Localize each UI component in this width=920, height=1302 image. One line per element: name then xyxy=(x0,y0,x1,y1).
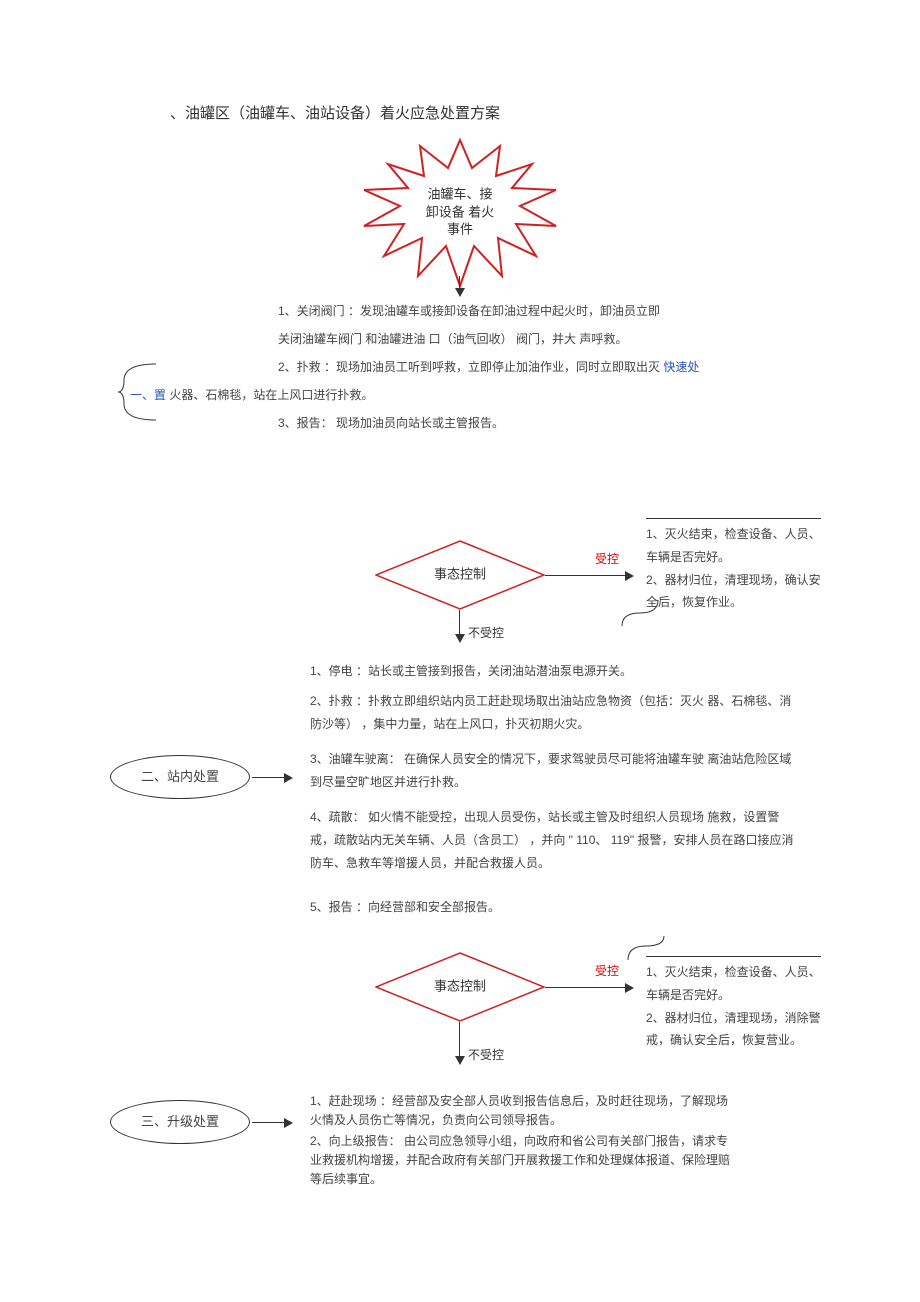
d2-no-label: 不受控 xyxy=(468,1044,504,1067)
s2-p3: 3、油罐车驶离： 在确保人员安全的情况下，要求驾驶员尽可能将油罐车驶 离油站危险… xyxy=(310,748,800,794)
d2-yes-label: 受控 xyxy=(595,960,619,983)
star-l3: 事件 xyxy=(447,222,473,237)
s1-p2c: 一、置 火器、石棉毯，站在上风口进行扑救。 xyxy=(130,384,690,407)
s2-p2: 2、扑救 ：扑救立即组织站内员工赶赴现场取出油站应急物资（包括：灭火 器、石棉毯… xyxy=(310,690,800,736)
stage3-arrow-head xyxy=(284,1118,293,1128)
starburst-text: 油罐车、接 卸设备 着火 事件 xyxy=(415,186,505,239)
decision-1-label: 事态控制 xyxy=(434,563,486,588)
stage3-label-text: 三、升级处置 xyxy=(141,1110,219,1135)
s1-p2c-body: 火器、石棉毯，站在上风口进行扑救。 xyxy=(169,388,373,402)
d1-no-label: 不受控 xyxy=(468,622,504,645)
d2-yes-line xyxy=(545,987,625,988)
d1-no-head xyxy=(455,634,465,643)
stage3-arrow xyxy=(252,1122,284,1123)
page-title: 、油罐区（油罐车、油站设备）着火应急处置方案 xyxy=(170,100,500,129)
s3-p1: 1、赶赴现场 ：经营部及安全部人员收到报告信息后，及时赶往现场，了解现场火情及人… xyxy=(310,1092,730,1130)
stage3-label: 三、升级处置 xyxy=(110,1100,250,1144)
stage2-arrow xyxy=(252,777,284,778)
stage2-label-text: 二、站内处置 xyxy=(141,765,219,790)
d1-yes-head xyxy=(625,571,634,581)
d1-yes-label: 受控 xyxy=(595,548,619,571)
d1-yes-line xyxy=(545,575,625,576)
decision-2-label: 事态控制 xyxy=(434,975,486,1000)
s2-p1: 1、停电 ：站长或主管接到报告，关闭油站潜油泵电源开关。 xyxy=(310,660,800,683)
star-l2: 卸设备 着火 xyxy=(426,204,495,219)
result2-r1: 1、灭火结束，检查设备、人员、车辆是否完好。 xyxy=(646,961,821,1007)
s1-p2a: 2、扑救 ：现场加油员工听到呼救，立即停止加油作业，同时立即取出灭 快速处 xyxy=(278,356,778,379)
starburst-event: 油罐车、接 卸设备 着火 事件 xyxy=(360,138,560,288)
s1-p1a: 1、关闭阀门 ：发现油罐车或接卸设备在卸油过程中起火时，卸油员立即 xyxy=(278,300,708,323)
s1-p1b: 关闭油罐车阀门 和油罐进油 口（油气回收） 阀门，并大 声呼救。 xyxy=(278,328,708,351)
brace-stage1 xyxy=(118,362,158,422)
result-1: 1、灭火结束，检查设备、人员、车辆是否完好。 2、器材归位，清理现场，确认安全后… xyxy=(646,518,821,614)
stage2-arrow-head xyxy=(284,773,293,783)
star-l1: 油罐车、接 xyxy=(427,187,492,202)
result1-r1: 1、灭火结束，检查设备、人员、车辆是否完好。 xyxy=(646,523,821,569)
s1-p2a-suffix: 快速处 xyxy=(660,360,699,374)
d2-yes-head xyxy=(625,983,634,993)
s3-p2: 2、向上级报告： 由公司应急领导小组，向政府和省公司有关部门报告，请求专业救援机… xyxy=(310,1132,730,1190)
result2-r2: 2、器材归位，清理现场，消除警戒，确认安全后，恢复营业。 xyxy=(646,1007,821,1053)
s1-p3: 3、报告： 现场加油员向站长或主管报告。 xyxy=(278,412,708,435)
stage2-label: 二、站内处置 xyxy=(110,755,250,799)
d1-no-line xyxy=(459,610,460,636)
arrow-star-down-head xyxy=(455,288,465,297)
result-2: 1、灭火结束，检查设备、人员、车辆是否完好。 2、器材归位，清理现场，消除警戒，… xyxy=(646,956,821,1052)
decision-1: 事态控制 xyxy=(375,540,545,610)
d2-no-head xyxy=(455,1056,465,1065)
s2-p4: 4、疏散： 如火情不能受控，出现人员受伤，站长或主管及时组织人员现场 施救，设置… xyxy=(310,806,800,874)
s2-p5: 5、报告 ：向经营部和安全部报告。 xyxy=(310,896,800,919)
decision-2: 事态控制 xyxy=(375,952,545,1022)
brace-result1 xyxy=(620,598,660,628)
result1-r2: 2、器材归位，清理现场，确认安全后，恢复作业。 xyxy=(646,569,821,615)
s1-p2a-main: 2、扑救 ：现场加油员工听到呼救，立即停止加油作业，同时立即取出灭 xyxy=(278,360,660,374)
d2-no-line xyxy=(459,1022,460,1058)
